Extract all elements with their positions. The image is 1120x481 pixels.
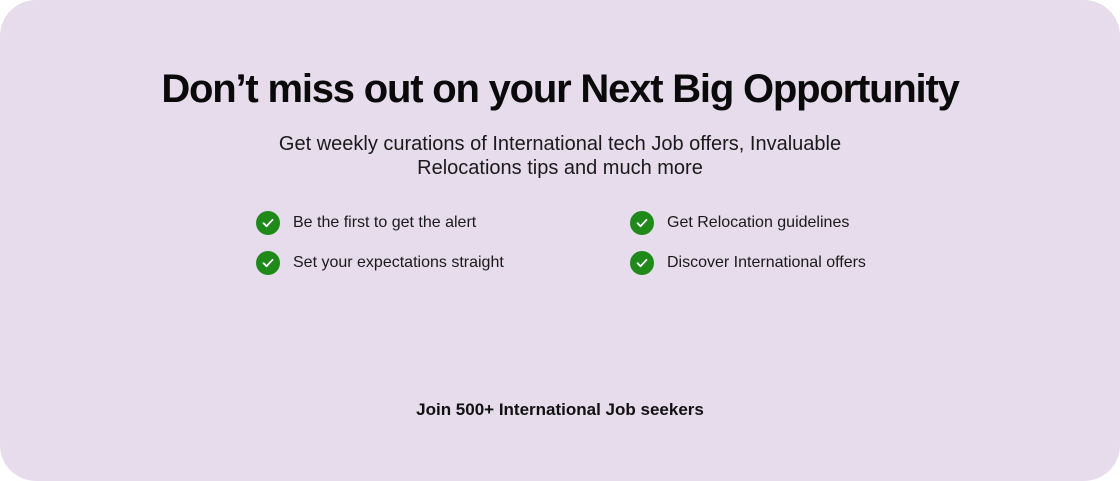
feature-label: Be the first to get the alert bbox=[293, 214, 477, 231]
subheadline-line-2: Relocations tips and much more bbox=[417, 157, 703, 179]
feature-item-international-offers: Discover International offers bbox=[630, 250, 866, 276]
feature-item-first-alert: Be the first to get the alert bbox=[256, 210, 476, 236]
feature-list: Be the first to get the alert Get Reloca… bbox=[256, 210, 896, 280]
feature-item-relocation-guidelines: Get Relocation guidelines bbox=[630, 210, 849, 236]
subheadline-line-1: Get weekly curations of International te… bbox=[278, 133, 842, 155]
check-circle-icon bbox=[256, 251, 280, 275]
social-proof-text: Join 500+ International Job seekers bbox=[416, 400, 704, 419]
feature-item-expectations: Set your expectations straight bbox=[256, 250, 504, 276]
feature-label: Discover International offers bbox=[667, 254, 866, 271]
check-circle-icon bbox=[630, 211, 654, 235]
feature-label: Get Relocation guidelines bbox=[667, 214, 850, 231]
check-circle-icon bbox=[630, 251, 654, 275]
check-circle-icon bbox=[256, 211, 280, 235]
page-title: Don’t miss out on your Next Big Opportun… bbox=[161, 67, 959, 111]
feature-label: Set your expectations straight bbox=[293, 254, 504, 271]
subheadline: Get weekly curations of International te… bbox=[250, 132, 870, 180]
